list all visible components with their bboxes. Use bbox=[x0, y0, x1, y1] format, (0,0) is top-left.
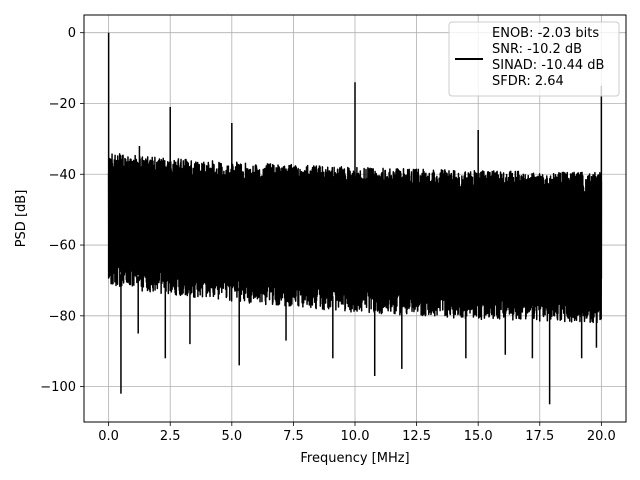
x-tick-label: 2.5 bbox=[160, 429, 181, 444]
legend-sinad: SINAD: -10.44 dB bbox=[492, 58, 604, 73]
y-tick-label: −40 bbox=[49, 168, 76, 183]
legend-box bbox=[448, 21, 620, 97]
data-layer bbox=[107, 32, 603, 405]
legend-sfdr: SFDR: 2.64 bbox=[492, 74, 564, 89]
y-axis-label: PSD [dB] bbox=[14, 190, 29, 248]
legend-enob: ENOB: -2.03 bits bbox=[492, 26, 599, 41]
x-tick-label: 17.5 bbox=[525, 429, 554, 444]
x-tick-label: 12.5 bbox=[402, 429, 431, 444]
y-tick-label: −20 bbox=[49, 97, 76, 112]
x-axis-ticks: 0.0 2.5 5.0 7.5 10.0 12.5 15.0 17.5 20.0 bbox=[98, 422, 616, 444]
x-tick-label: 0.0 bbox=[98, 429, 119, 444]
x-axis-label: Frequency [MHz] bbox=[300, 451, 409, 466]
x-tick-label: 7.5 bbox=[283, 429, 304, 444]
legend-snr: SNR: -10.2 dB bbox=[492, 42, 582, 57]
legend: ENOB: -2.03 bits SNR: -10.2 dB SINAD: -1… bbox=[448, 21, 620, 97]
x-tick-label: 5.0 bbox=[221, 429, 242, 444]
y-tick-label: −60 bbox=[49, 239, 76, 254]
x-tick-label: 15.0 bbox=[464, 429, 493, 444]
x-tick-label: 20.0 bbox=[587, 429, 616, 444]
x-tick-label: 10.0 bbox=[341, 429, 370, 444]
y-tick-label: −100 bbox=[40, 380, 76, 395]
y-tick-label: 0 bbox=[68, 26, 76, 41]
y-axis-ticks: 0 −20 −40 −60 −80 −100 bbox=[40, 26, 84, 395]
y-tick-label: −80 bbox=[49, 309, 76, 324]
